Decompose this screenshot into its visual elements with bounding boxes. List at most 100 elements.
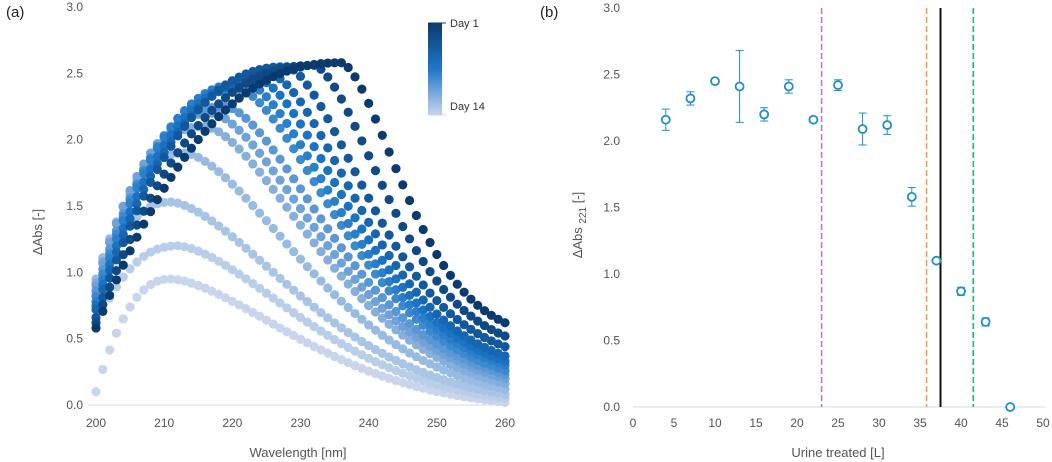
data-point bbox=[364, 217, 374, 227]
data-point bbox=[241, 193, 251, 203]
data-point bbox=[227, 179, 237, 189]
data-point bbox=[282, 118, 292, 129]
data-point bbox=[295, 71, 306, 81]
data-point bbox=[500, 342, 510, 352]
data-point bbox=[275, 109, 285, 119]
data-point bbox=[425, 237, 435, 248]
data-point bbox=[309, 222, 319, 232]
panel-b-y-label-unit: [-] bbox=[570, 192, 585, 204]
data-point bbox=[132, 206, 142, 216]
data-point bbox=[289, 88, 299, 98]
data-point bbox=[439, 284, 449, 295]
data-point bbox=[105, 282, 115, 292]
data-point bbox=[255, 208, 265, 218]
data-point bbox=[309, 341, 319, 352]
data-point bbox=[377, 293, 387, 303]
data-point bbox=[336, 339, 346, 349]
data-point bbox=[248, 307, 258, 318]
data-point bbox=[357, 269, 367, 279]
data-point bbox=[275, 123, 285, 133]
data-point bbox=[180, 152, 190, 163]
data-point bbox=[323, 348, 333, 358]
data-point bbox=[336, 140, 346, 150]
data-point bbox=[439, 315, 449, 325]
panel-a-x-tick-label: 210 bbox=[154, 416, 174, 430]
data-point bbox=[377, 255, 387, 265]
data-point bbox=[234, 108, 244, 118]
data-point bbox=[207, 119, 217, 129]
data-point bbox=[459, 287, 469, 297]
panel-b-point-group bbox=[759, 107, 770, 122]
data-point bbox=[193, 152, 203, 162]
data-point bbox=[268, 184, 278, 194]
data-point bbox=[316, 153, 326, 164]
data-point bbox=[111, 255, 122, 265]
data-point bbox=[370, 296, 381, 307]
panel-b-point-group bbox=[882, 115, 893, 135]
data-point bbox=[227, 137, 237, 148]
data-point bbox=[391, 208, 401, 218]
data-point bbox=[139, 177, 149, 187]
data-point bbox=[350, 261, 360, 271]
panel-a-y-ticks: 0.0 0.5 1.0 1.5 2.0 2.5 3.0 bbox=[66, 0, 83, 412]
data-point bbox=[145, 280, 156, 290]
panel-b-point-group bbox=[710, 76, 720, 87]
data-point bbox=[295, 154, 306, 165]
data-point bbox=[411, 324, 421, 334]
data-point bbox=[370, 285, 381, 295]
data-point bbox=[105, 237, 115, 248]
data-point bbox=[364, 341, 374, 351]
data-point bbox=[323, 165, 333, 176]
data-point bbox=[316, 307, 326, 318]
data-point bbox=[275, 231, 285, 241]
data-point bbox=[459, 320, 469, 330]
data-point bbox=[248, 159, 258, 169]
panel-b-y-label-main: ΔAbs bbox=[570, 227, 585, 259]
data-point bbox=[759, 109, 770, 120]
panel-a-y-tick-label: 1.5 bbox=[66, 199, 83, 213]
data-point bbox=[316, 214, 326, 224]
data-point bbox=[316, 246, 326, 257]
data-point bbox=[125, 198, 135, 209]
data-point bbox=[459, 331, 469, 341]
panel-b-y-tick-label: 1.5 bbox=[603, 201, 620, 215]
panel-b-y-tick-label: 0.0 bbox=[603, 400, 620, 414]
data-point bbox=[309, 90, 319, 100]
data-point bbox=[255, 128, 265, 138]
data-point bbox=[370, 166, 381, 176]
panel-a-series-day-13 bbox=[91, 241, 510, 403]
data-point bbox=[329, 233, 340, 243]
data-point bbox=[404, 279, 415, 289]
data-point bbox=[261, 92, 272, 102]
data-point bbox=[139, 251, 149, 262]
data-point bbox=[309, 204, 319, 214]
panel-a-x-tick-label: 240 bbox=[359, 416, 379, 430]
data-point bbox=[152, 164, 162, 175]
data-point bbox=[173, 241, 183, 251]
data-point bbox=[234, 144, 244, 154]
data-point bbox=[343, 342, 353, 353]
data-point bbox=[432, 295, 442, 306]
data-point bbox=[227, 76, 237, 86]
data-point bbox=[398, 301, 408, 311]
data-point bbox=[783, 81, 794, 92]
data-point bbox=[404, 234, 415, 244]
panel-b-y-ticks: 0.0 0.5 1.0 1.5 2.0 2.5 3.0 bbox=[603, 1, 620, 414]
data-point bbox=[132, 257, 142, 267]
data-point bbox=[268, 100, 278, 110]
data-point bbox=[234, 186, 244, 196]
data-point bbox=[411, 352, 421, 362]
data-point bbox=[357, 282, 367, 292]
data-point bbox=[255, 167, 265, 177]
data-point bbox=[186, 129, 197, 139]
data-point bbox=[343, 279, 353, 289]
data-point bbox=[357, 251, 367, 261]
data-point bbox=[418, 355, 428, 366]
data-point bbox=[479, 332, 490, 343]
data-point bbox=[364, 277, 374, 287]
data-point bbox=[391, 293, 401, 304]
data-point bbox=[289, 330, 299, 341]
data-point bbox=[220, 105, 231, 115]
panel-a-x-tick-label: 200 bbox=[86, 416, 106, 430]
data-point bbox=[234, 82, 244, 93]
